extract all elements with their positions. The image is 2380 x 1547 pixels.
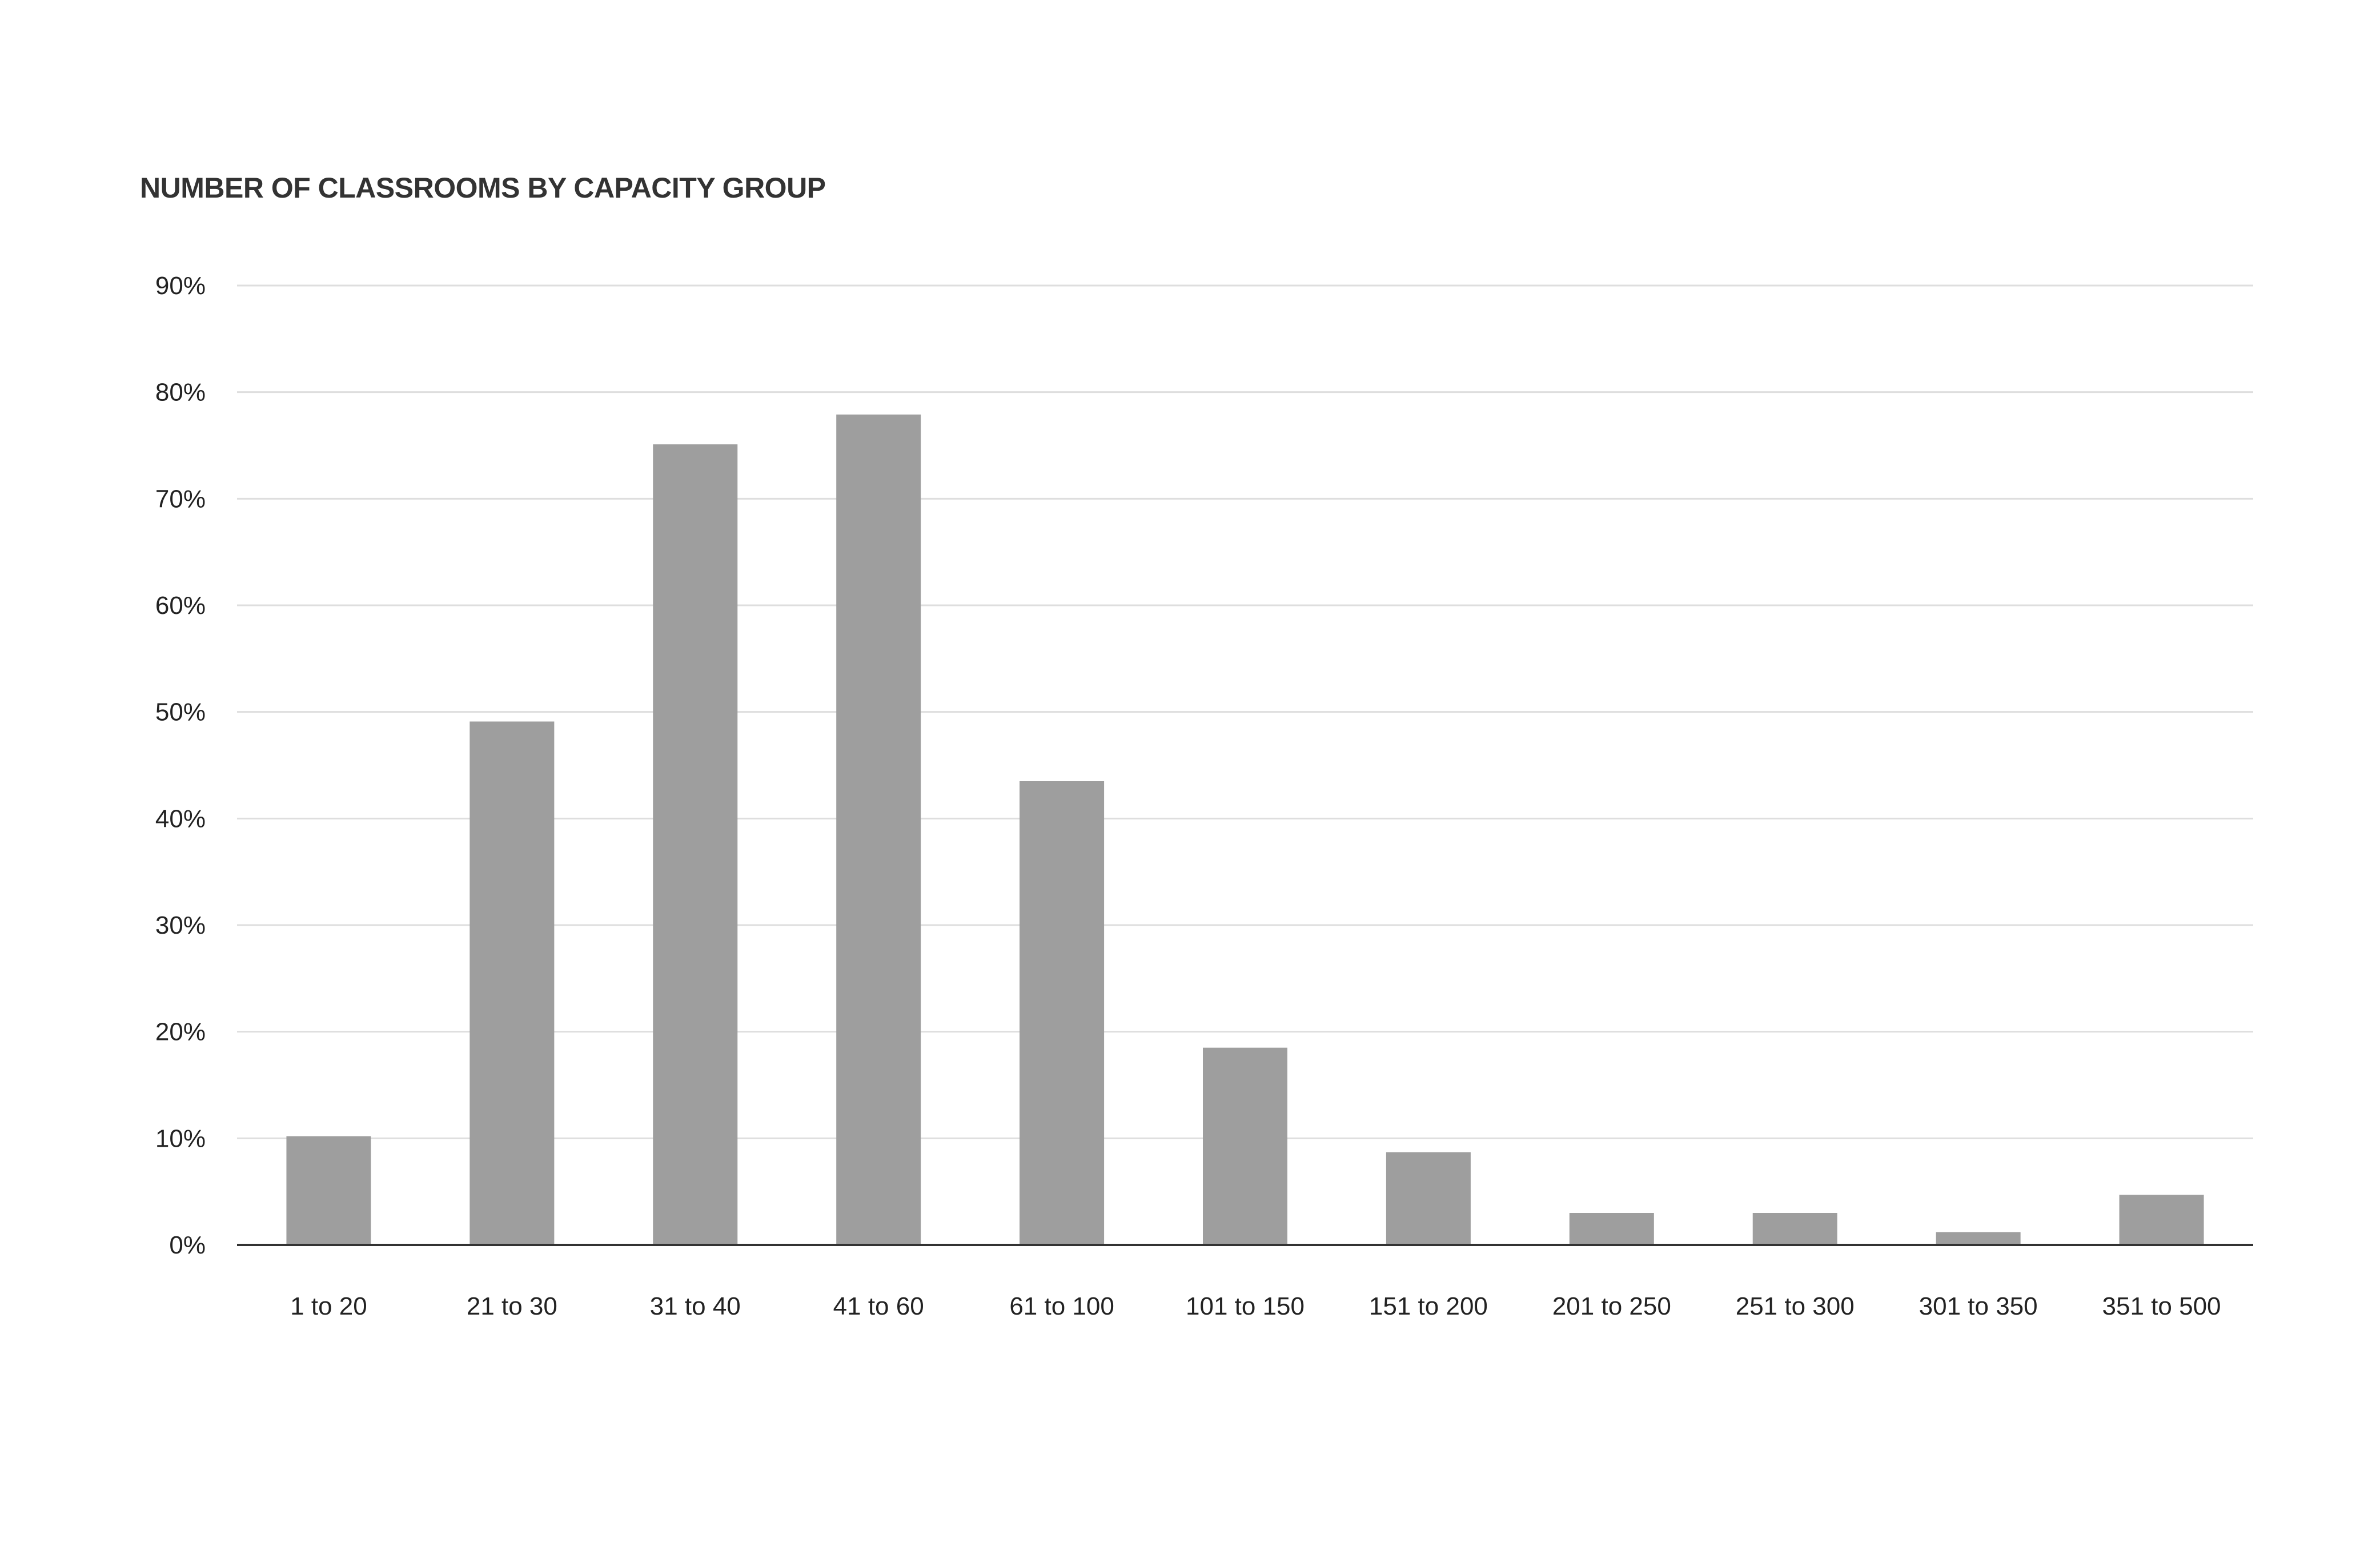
bar	[1020, 781, 1105, 1245]
x-tick-label: 61 to 100	[1009, 1292, 1114, 1320]
bar	[286, 1136, 371, 1245]
x-tick-label: 101 to 150	[1186, 1292, 1305, 1320]
x-axis-tick-labels: 1 to 20 21 to 30 31 to 40 41 to 60 61 to 100…	[290, 1292, 2221, 1320]
y-tick-label: 20%	[155, 1018, 206, 1046]
bar	[1752, 1213, 1837, 1245]
bar	[653, 444, 738, 1245]
bars	[286, 414, 2204, 1245]
y-tick-label: 70%	[155, 485, 206, 513]
y-tick-label: 90%	[155, 272, 206, 300]
y-tick-label: 0%	[169, 1231, 206, 1259]
x-tick-label: 351 to 500	[2102, 1292, 2221, 1320]
y-tick-label: 40%	[155, 805, 206, 833]
x-tick-label: 41 to 60	[833, 1292, 924, 1320]
bar	[469, 721, 555, 1245]
x-tick-label: 151 to 200	[1369, 1292, 1488, 1320]
y-axis-tick-labels: 0% 10% 20% 30% 40% 50% 60% 70% 80% 90%	[155, 272, 206, 1259]
x-tick-label: 201 to 250	[1552, 1292, 1671, 1320]
x-tick-label: 31 to 40	[650, 1292, 741, 1320]
bar	[1569, 1213, 1654, 1245]
x-tick-label: 251 to 300	[1736, 1292, 1855, 1320]
y-tick-label: 10%	[155, 1124, 206, 1152]
y-tick-label: 30%	[155, 911, 206, 939]
y-tick-label: 60%	[155, 592, 206, 620]
x-tick-label: 1 to 20	[290, 1292, 367, 1320]
gridlines	[237, 284, 2253, 1139]
x-tick-label: 21 to 30	[467, 1292, 557, 1320]
y-tick-label: 50%	[155, 698, 206, 726]
chart-title: NUMBER OF CLASSROOMS BY CAPACITY GROUP	[140, 172, 826, 204]
bar	[836, 414, 921, 1245]
bar	[1203, 1047, 1287, 1245]
x-tick-label: 301 to 350	[1919, 1292, 2038, 1320]
bar	[1936, 1232, 2021, 1245]
bar	[2119, 1195, 2204, 1245]
bar	[1386, 1152, 1471, 1245]
y-tick-label: 80%	[155, 379, 206, 407]
